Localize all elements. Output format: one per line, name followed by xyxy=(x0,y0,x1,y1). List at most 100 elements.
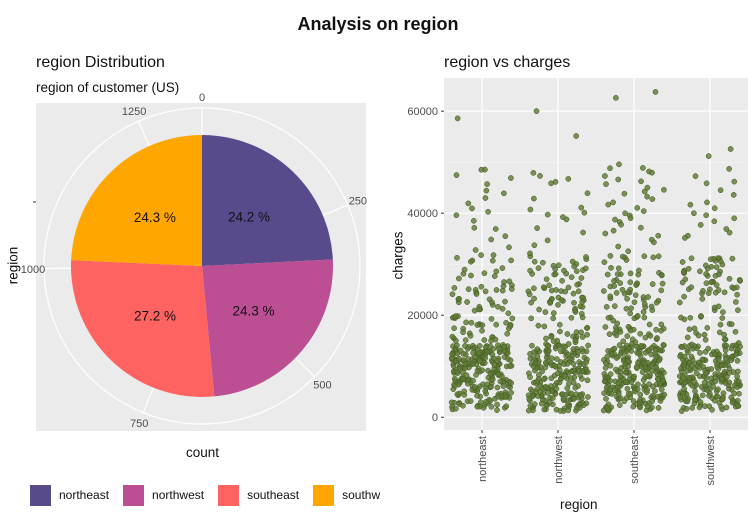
legend-label: southeast xyxy=(247,488,300,502)
scatter-point xyxy=(688,284,695,291)
scatter-point xyxy=(640,208,647,214)
scatter-point xyxy=(542,359,549,366)
scatter-point xyxy=(688,255,695,262)
scatter-point xyxy=(460,351,467,357)
scatter-point xyxy=(474,367,481,374)
scatter-point xyxy=(697,399,704,405)
scatter-point xyxy=(600,288,607,294)
scatter-point xyxy=(555,302,561,308)
scatter-point xyxy=(644,403,651,410)
scatter-point xyxy=(637,396,644,403)
scatter-point xyxy=(492,226,499,232)
pie-legend: northeast northwest southeast southwest xyxy=(30,483,380,507)
scatter-point xyxy=(646,321,653,328)
scatter-point xyxy=(491,273,498,279)
scatter-point xyxy=(553,356,560,362)
scatter-point xyxy=(698,313,704,319)
scatter-point xyxy=(627,327,634,334)
scatter-point xyxy=(480,404,487,411)
scatter-point xyxy=(636,350,642,357)
scatter-point xyxy=(708,366,715,372)
scatter-point xyxy=(619,286,626,293)
scatter-point xyxy=(573,404,580,411)
scatter-point xyxy=(563,216,570,223)
scatter-point xyxy=(534,378,541,385)
pie-slice-label: 24.3 % xyxy=(232,304,274,319)
legend-label: southwest xyxy=(342,488,380,502)
scatter-point xyxy=(736,390,742,397)
figure-title: Analysis on region xyxy=(297,14,459,34)
scatter-point xyxy=(621,398,628,405)
scatter-point xyxy=(470,217,477,224)
scatter-point xyxy=(704,324,711,331)
scatter-point xyxy=(688,341,695,348)
scatter-point xyxy=(478,252,484,258)
scatter-point xyxy=(703,212,710,219)
scatter-point xyxy=(476,306,482,313)
pie-theta-tick-label: 500 xyxy=(313,380,331,392)
scatter-point xyxy=(553,287,560,293)
scatter-point xyxy=(564,331,571,337)
legend-item-northeast: northeast xyxy=(30,484,109,506)
legend-label: northwest xyxy=(152,488,205,502)
scatter-point xyxy=(564,361,571,367)
scatter-point xyxy=(602,364,609,371)
scatter-point xyxy=(629,340,635,347)
scatter-point xyxy=(454,342,460,349)
scatter-point xyxy=(728,357,735,364)
scatter-point xyxy=(557,408,564,414)
scatter-point xyxy=(542,309,549,315)
scatter-point xyxy=(601,259,608,266)
scatter-point xyxy=(655,253,662,260)
scatter-point xyxy=(627,215,634,221)
scatter-point xyxy=(658,386,665,393)
scatter-point xyxy=(735,378,742,385)
scatter-point xyxy=(550,338,557,345)
scatter-point xyxy=(661,342,667,349)
scatter-point xyxy=(484,349,490,355)
scatter-x-tick-label: southeast xyxy=(629,436,641,484)
scatter-point xyxy=(655,232,662,239)
scatter-point xyxy=(508,257,514,264)
scatter-point xyxy=(543,276,550,283)
pie-theta-tick-label: 1000 xyxy=(21,264,45,276)
scatter-point xyxy=(615,390,622,397)
scatter-point xyxy=(467,398,474,404)
scatter-point xyxy=(507,357,514,364)
scatter-point xyxy=(453,337,459,344)
scatter-y-tick-label: 60000 xyxy=(407,106,438,118)
scatter-point xyxy=(651,239,657,246)
scatter-point xyxy=(579,348,586,355)
scatter-point xyxy=(482,195,489,201)
scatter-point xyxy=(530,170,537,176)
scatter-point xyxy=(470,377,476,384)
scatter-point xyxy=(710,383,717,390)
scatter-point xyxy=(655,376,661,382)
scatter-point xyxy=(560,395,567,402)
scatter-point xyxy=(613,95,619,101)
scatter-point xyxy=(537,382,544,389)
scatter-point xyxy=(558,297,565,303)
scatter-point xyxy=(456,401,463,407)
scatter-point xyxy=(697,268,703,275)
scatter-point xyxy=(610,227,617,234)
scatter-point xyxy=(611,303,618,309)
pie-slice-label: 24.2 % xyxy=(228,210,270,225)
scatter-point xyxy=(650,254,657,261)
scatter-point xyxy=(714,393,721,400)
scatter-point xyxy=(573,133,580,139)
scatter-point xyxy=(449,351,455,358)
scatter-point xyxy=(451,325,457,332)
scatter-point xyxy=(705,290,712,297)
scatter-point xyxy=(574,281,581,288)
scatter-point xyxy=(706,392,712,399)
scatter-point xyxy=(703,280,710,287)
scatter-point xyxy=(687,201,694,208)
scatter-point xyxy=(727,146,734,152)
scatter-point xyxy=(494,401,500,408)
scatter-point xyxy=(585,394,591,400)
scatter-point xyxy=(569,258,576,265)
scatter-point xyxy=(729,255,736,262)
scatter-point xyxy=(544,390,551,396)
scatter-point xyxy=(603,304,610,310)
